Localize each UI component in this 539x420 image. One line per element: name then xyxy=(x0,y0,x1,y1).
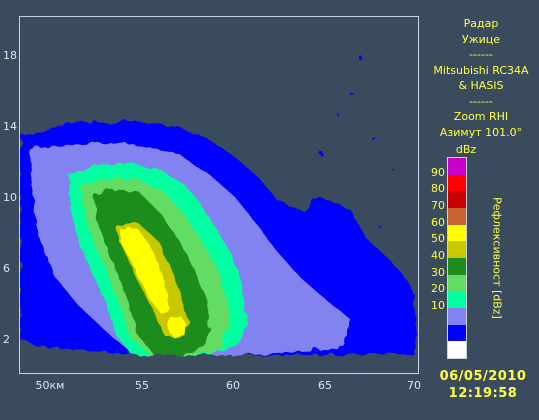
reflectivity-field xyxy=(20,57,416,355)
colorbar-segment xyxy=(448,274,466,292)
echo-50dbz xyxy=(120,227,170,313)
colorbar-segment xyxy=(448,258,466,276)
colorbar-title: Рефлексивност [dBz] xyxy=(490,197,504,319)
radar-site: Ужице xyxy=(461,32,501,46)
y-tick-label: 6 xyxy=(3,262,10,275)
scan-date: 06/05/2010 xyxy=(439,369,527,384)
colorbar-segment xyxy=(448,191,466,209)
scale-unit: dBz xyxy=(455,143,477,156)
colorbar-label: 40 xyxy=(431,249,445,262)
colorbar-label: 10 xyxy=(431,299,445,312)
scan-time: 12:19:58 xyxy=(448,386,518,401)
rhi-plot xyxy=(19,16,419,374)
x-tick-label: 65 xyxy=(318,379,332,392)
reflectivity-colorbar xyxy=(447,157,467,359)
y-tick-label: 10 xyxy=(3,191,17,204)
colorbar-segment xyxy=(448,341,466,359)
colorbar-segment xyxy=(448,324,466,342)
colorbar-label: 60 xyxy=(431,215,445,229)
azimuth: Азимут 101.0° xyxy=(439,125,523,139)
colorbar-label: 90 xyxy=(431,165,445,179)
x-tick-label: 50км xyxy=(35,379,65,392)
x-tick-label: 55 xyxy=(135,379,149,392)
x-tick-label: 70 xyxy=(407,379,421,392)
colorbar-segment xyxy=(448,291,466,309)
y-tick-label: 2 xyxy=(3,333,10,346)
scan-mode: Zoom RHI xyxy=(453,110,509,123)
colorbar-label: 80 xyxy=(431,182,445,196)
colorbar-label: 20 xyxy=(431,282,445,296)
colorbar-segment xyxy=(448,224,466,242)
colorbar-segment xyxy=(448,241,466,259)
separator: ------ xyxy=(469,48,493,61)
radar-info-panel: Радар Ужице ------ Mitsubishi RC34A & HA… xyxy=(428,16,534,140)
y-tick-label: 18 xyxy=(3,49,17,62)
colorbar-segment xyxy=(448,174,466,192)
separator: ------ xyxy=(469,94,493,108)
radar-system: & HASIS xyxy=(458,79,504,92)
colorbar-segment xyxy=(448,308,466,326)
colorbar-segment xyxy=(448,158,466,176)
y-tick-label: 14 xyxy=(3,120,17,133)
colorbar-label: 30 xyxy=(431,265,445,279)
colorbar-label: 70 xyxy=(431,199,445,212)
colorbar-label: 50 xyxy=(431,232,445,246)
colorbar-segment xyxy=(448,208,466,226)
x-tick-label: 60 xyxy=(226,379,240,392)
radar-model: Mitsubishi RC34A xyxy=(433,63,529,77)
radar-label: Радар xyxy=(463,17,499,30)
